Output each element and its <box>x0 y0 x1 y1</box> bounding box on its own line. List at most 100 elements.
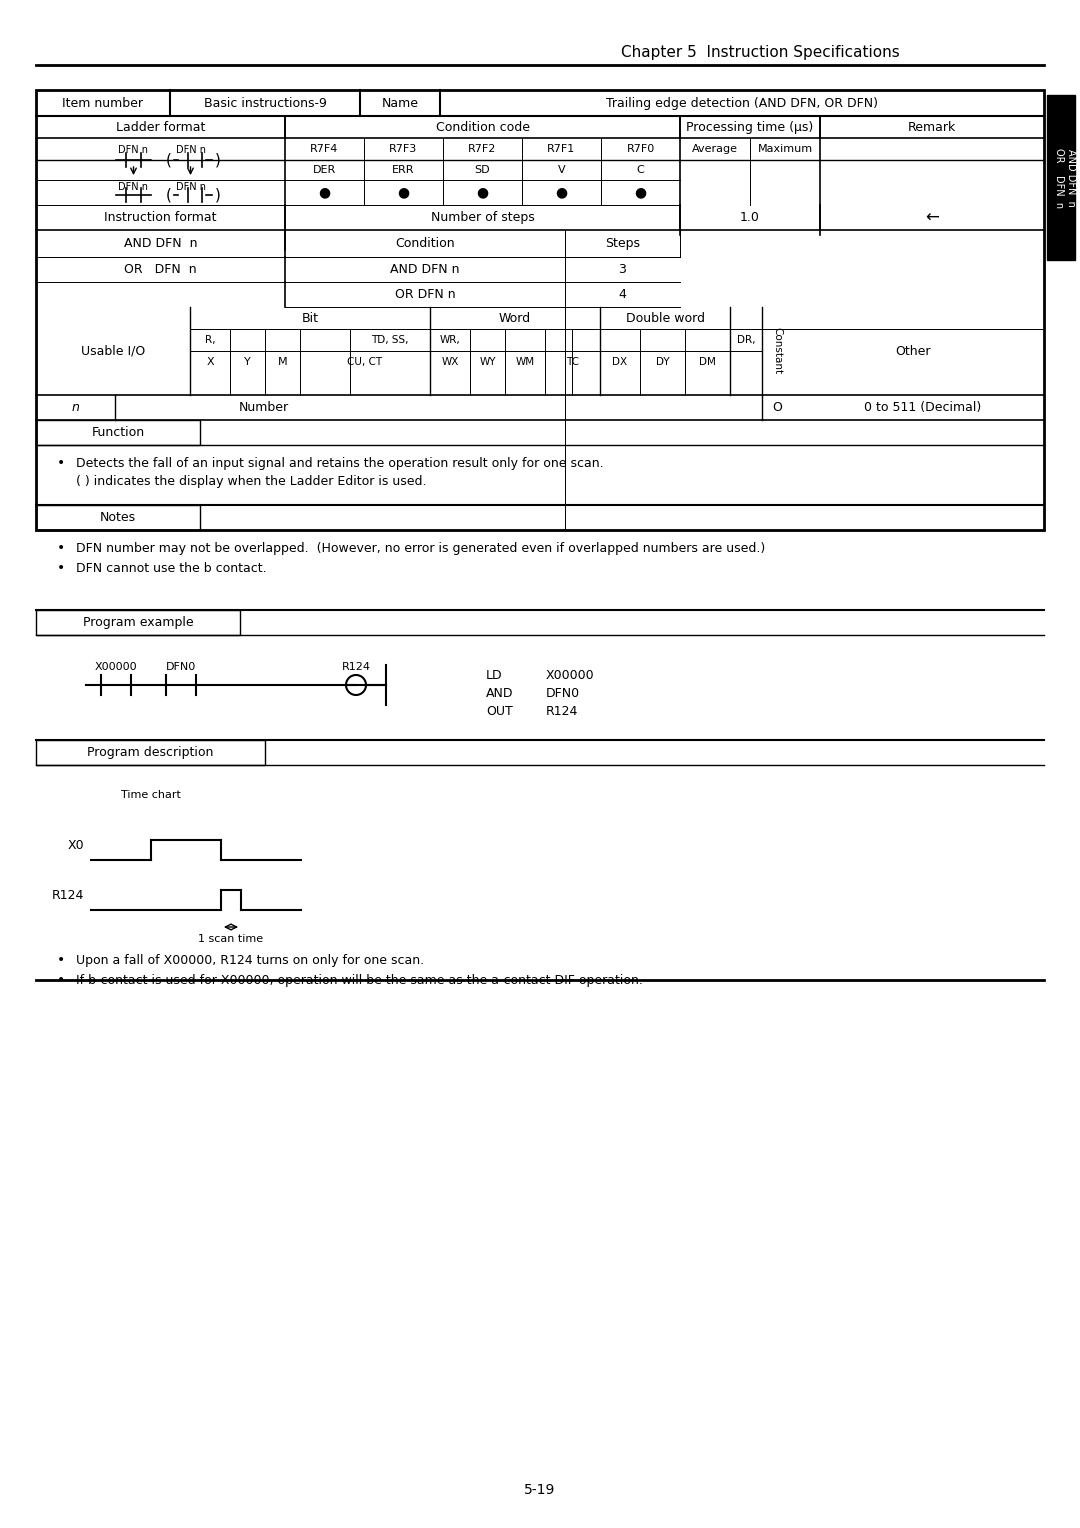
Text: Remark: Remark <box>908 121 956 133</box>
Text: R7F2: R7F2 <box>469 144 497 154</box>
Text: DFN0: DFN0 <box>166 662 197 672</box>
Text: OUT: OUT <box>486 704 513 718</box>
Text: DFN cannot use the b contact.: DFN cannot use the b contact. <box>76 561 267 575</box>
Text: Instruction format: Instruction format <box>105 211 217 225</box>
Text: LD: LD <box>486 669 502 681</box>
Text: Basic instructions-9: Basic instructions-9 <box>203 96 326 110</box>
Text: ←: ← <box>926 208 939 226</box>
Text: Trailing edge detection (AND DFN, OR DFN): Trailing edge detection (AND DFN, OR DFN… <box>606 96 878 110</box>
Text: AND DFN  n
OR    DFN  n: AND DFN n OR DFN n <box>1054 148 1076 208</box>
Text: Program example: Program example <box>83 616 193 630</box>
Text: Condition code: Condition code <box>435 121 529 133</box>
Text: ): ) <box>215 153 220 168</box>
Text: Function: Function <box>92 426 145 439</box>
Text: ●: ● <box>634 185 647 200</box>
Text: 3: 3 <box>619 263 626 277</box>
Text: •: • <box>57 561 65 575</box>
Text: DR,: DR, <box>737 335 755 345</box>
Text: Steps: Steps <box>605 237 640 251</box>
Text: C: C <box>636 165 645 176</box>
Text: TC: TC <box>566 358 579 367</box>
Text: X: X <box>206 358 214 367</box>
Text: DFN n: DFN n <box>119 145 149 154</box>
Text: ( ) indicates the display when the Ladder Editor is used.: ( ) indicates the display when the Ladde… <box>76 475 427 487</box>
Text: DX: DX <box>612 358 627 367</box>
Bar <box>1047 95 1075 260</box>
Text: DFN n: DFN n <box>175 182 205 193</box>
Text: R,: R, <box>205 335 215 345</box>
Text: WM: WM <box>515 358 535 367</box>
Text: V: V <box>557 165 565 176</box>
Text: AND DFN n: AND DFN n <box>390 263 460 277</box>
Text: WX: WX <box>442 358 459 367</box>
Text: Maximum: Maximum <box>757 144 812 154</box>
Text: R7F0: R7F0 <box>626 144 654 154</box>
Text: Number: Number <box>239 400 288 414</box>
Text: Detects the fall of an input signal and retains the operation result only for on: Detects the fall of an input signal and … <box>76 457 604 469</box>
Text: Usable I/O: Usable I/O <box>81 344 145 358</box>
Text: O: O <box>772 400 782 414</box>
Text: ERR: ERR <box>392 165 415 176</box>
Text: 1 scan time: 1 scan time <box>199 934 264 944</box>
Text: (: ( <box>165 188 172 203</box>
Text: ●: ● <box>397 185 409 200</box>
Text: DFN n: DFN n <box>119 182 149 193</box>
Bar <box>36 420 200 445</box>
Text: If b-contact is used for X00000, operation will be the same as the a-contact DIF: If b-contact is used for X00000, operati… <box>76 973 643 987</box>
Text: Time chart: Time chart <box>121 790 181 801</box>
Bar <box>36 740 265 766</box>
Text: M: M <box>278 358 287 367</box>
Text: Processing time (μs): Processing time (μs) <box>687 121 813 133</box>
Text: OR DFN n: OR DFN n <box>394 287 456 301</box>
Text: Name: Name <box>381 96 419 110</box>
Text: R7F3: R7F3 <box>390 144 418 154</box>
Text: n: n <box>71 400 80 414</box>
Text: DM: DM <box>699 358 716 367</box>
Text: DFN n: DFN n <box>175 145 205 154</box>
Text: OR   DFN  n: OR DFN n <box>124 263 197 277</box>
Text: X0: X0 <box>67 839 84 851</box>
Text: Chapter 5  Instruction Specifications: Chapter 5 Instruction Specifications <box>621 44 900 60</box>
Text: •: • <box>57 455 65 471</box>
Text: 0 to 511 (Decimal): 0 to 511 (Decimal) <box>864 400 982 414</box>
Text: ): ) <box>215 188 220 203</box>
Text: X00000: X00000 <box>95 662 137 672</box>
Text: SD: SD <box>475 165 490 176</box>
Text: Upon a fall of X00000, R124 turns on only for one scan.: Upon a fall of X00000, R124 turns on onl… <box>76 953 424 967</box>
Text: •: • <box>57 973 65 987</box>
Text: AND DFN  n: AND DFN n <box>124 237 198 251</box>
Text: TD, SS,: TD, SS, <box>372 335 408 345</box>
Text: 1.0: 1.0 <box>740 211 760 225</box>
Text: R124: R124 <box>52 888 84 902</box>
Text: AND: AND <box>486 686 513 700</box>
Text: Y: Y <box>244 358 251 367</box>
Text: DFN0: DFN0 <box>546 686 580 700</box>
Text: ●: ● <box>319 185 330 200</box>
Text: Number of steps: Number of steps <box>431 211 535 225</box>
Text: Notes: Notes <box>100 510 136 524</box>
Text: Double word: Double word <box>625 312 704 324</box>
Bar <box>36 610 240 636</box>
Text: •: • <box>57 953 65 967</box>
Bar <box>36 90 1044 530</box>
Bar <box>36 504 200 530</box>
Text: Constant: Constant <box>772 327 782 374</box>
Text: WR,: WR, <box>440 335 460 345</box>
Text: WY: WY <box>480 358 496 367</box>
Text: Bit: Bit <box>301 312 319 324</box>
Text: Item number: Item number <box>63 96 144 110</box>
Text: 4: 4 <box>619 287 626 301</box>
Text: R7F4: R7F4 <box>310 144 339 154</box>
Text: Average: Average <box>692 144 738 154</box>
Text: R7F1: R7F1 <box>548 144 576 154</box>
Text: DY: DY <box>656 358 670 367</box>
Text: X00000: X00000 <box>546 669 595 681</box>
Text: Ladder format: Ladder format <box>116 121 205 133</box>
Text: ●: ● <box>555 185 568 200</box>
Text: DER: DER <box>313 165 336 176</box>
Text: R124: R124 <box>546 704 579 718</box>
Text: Other: Other <box>895 344 931 358</box>
Text: Word: Word <box>499 312 531 324</box>
Text: Condition: Condition <box>395 237 455 251</box>
Text: 5-19: 5-19 <box>524 1484 556 1497</box>
